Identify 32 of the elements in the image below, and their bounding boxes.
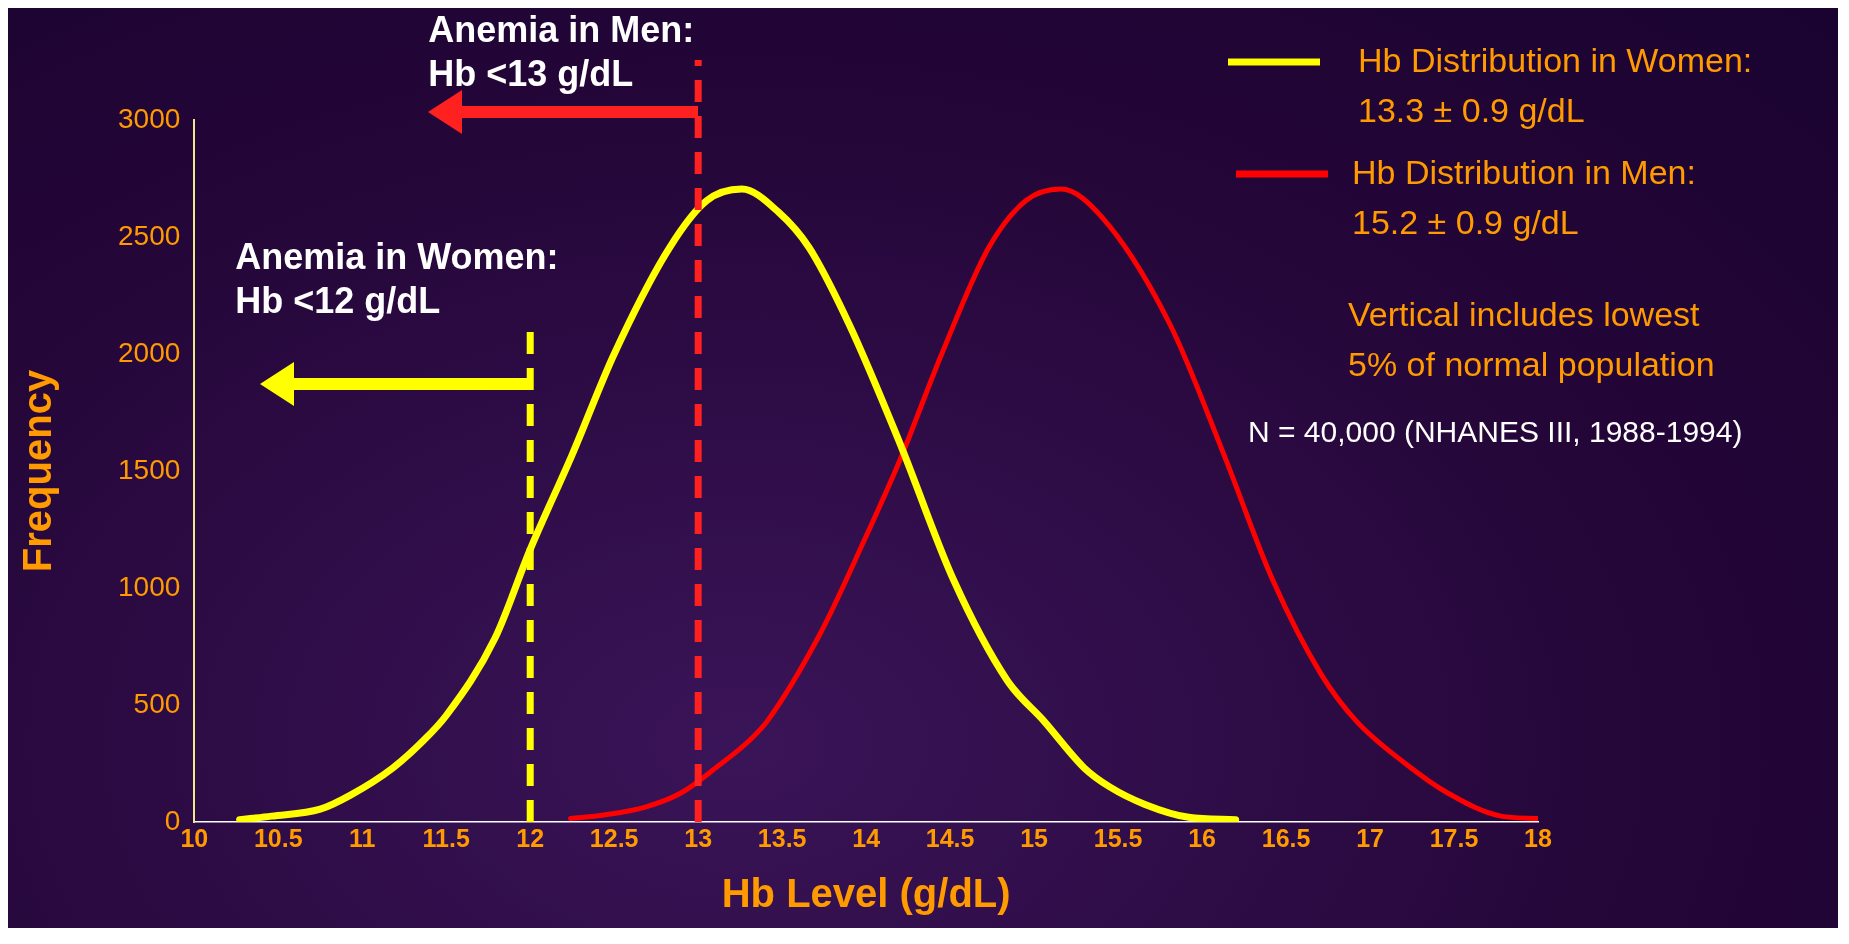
x-tick-label: 14.5 — [925, 823, 975, 852]
x-tick-label: 17.5 — [1429, 823, 1479, 852]
x-tick-label: 17 — [1356, 823, 1384, 852]
x-tick-label: 11 — [349, 823, 376, 852]
y-tick-label: 3000 — [117, 102, 181, 134]
x-tick-label: 11.5 — [422, 823, 470, 852]
x-tick-label: 12.5 — [589, 823, 639, 852]
y-tick-label: 1000 — [117, 570, 181, 602]
x-tick-label: 12 — [516, 823, 545, 852]
legend-label: Hb Distribution in Women: 13.3 ± 0.9 g/dL — [1358, 41, 1753, 129]
legend-label: Hb Distribution in Men: 15.2 ± 0.9 g/dL — [1352, 153, 1696, 241]
x-tick-label: 18 — [1524, 823, 1552, 852]
y-tick-label: 0 — [164, 804, 181, 836]
x-axis-title: Hb Level (g/dL) — [721, 871, 1011, 916]
x-tick-label: 16 — [1188, 823, 1216, 852]
x-tick-label: 16.5 — [1261, 823, 1311, 852]
x-tick-label: 13.5 — [757, 823, 807, 852]
y-tick-label: 2000 — [117, 336, 181, 368]
annotation: Vertical includes lowest 5% of normal population — [1348, 295, 1715, 383]
x-tick-label: 15.5 — [1093, 823, 1143, 852]
annotation: N = 40,000 (NHANES III, 1988-1994) — [1248, 415, 1743, 448]
ref-line-label: Anemia in Men: Hb <13 g/dL — [428, 9, 695, 94]
y-tick-label: 1500 — [117, 453, 181, 485]
x-tick-label: 10.5 — [253, 823, 303, 852]
ref-line-label: Anemia in Women: Hb <12 g/dL — [235, 235, 559, 321]
y-tick-label: 2500 — [117, 219, 181, 251]
x-tick-label: 13 — [684, 823, 713, 852]
x-tick-label: 10 — [180, 823, 209, 852]
x-tick-label: 15 — [1020, 823, 1049, 852]
y-tick-label: 500 — [133, 687, 181, 719]
x-tick-label: 14 — [852, 823, 881, 852]
y-axis-title: Frequency — [15, 369, 60, 573]
